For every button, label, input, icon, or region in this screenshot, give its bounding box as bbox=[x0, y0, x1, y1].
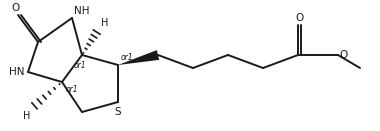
Text: or1: or1 bbox=[74, 61, 86, 70]
Text: or1: or1 bbox=[66, 85, 79, 94]
Text: O: O bbox=[296, 13, 304, 23]
Text: O: O bbox=[12, 3, 20, 13]
Polygon shape bbox=[118, 50, 159, 65]
Text: NH: NH bbox=[74, 6, 90, 16]
Text: O: O bbox=[339, 50, 347, 60]
Text: H: H bbox=[101, 18, 108, 28]
Text: S: S bbox=[115, 107, 121, 117]
Text: HN: HN bbox=[8, 67, 24, 77]
Text: or1: or1 bbox=[121, 53, 134, 62]
Text: H: H bbox=[23, 111, 30, 121]
